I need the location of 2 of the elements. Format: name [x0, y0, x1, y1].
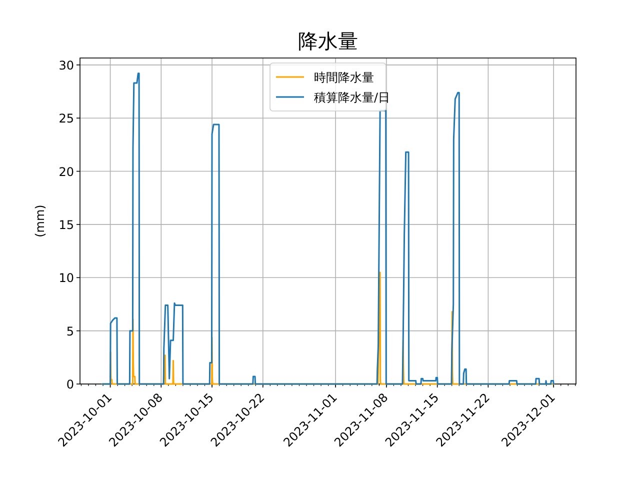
title: 降水量	[298, 29, 358, 53]
ylabel: (mm)	[33, 204, 47, 238]
